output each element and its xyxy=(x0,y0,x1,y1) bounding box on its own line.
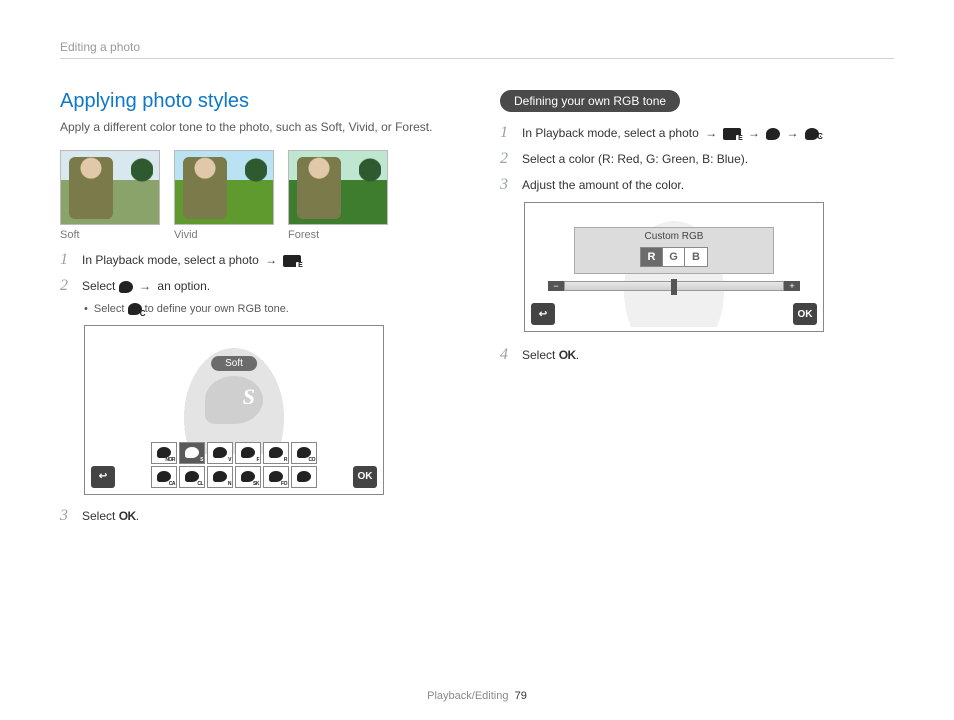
sample-caption: Forest xyxy=(288,229,388,241)
back-button[interactable]: ↩ xyxy=(91,466,115,488)
minus-button[interactable]: − xyxy=(548,281,564,291)
arrow-icon: → xyxy=(265,253,277,267)
edit-menu-icon xyxy=(723,128,741,140)
slider-thumb[interactable] xyxy=(671,279,677,295)
slider-track[interactable] xyxy=(564,281,784,291)
rgb-panel-title: Custom RGB xyxy=(575,228,773,245)
step-text: Select xyxy=(82,279,115,293)
step-3: 3 Select OK. xyxy=(60,507,450,525)
style-tile[interactable]: SK xyxy=(235,466,261,488)
tree-icon xyxy=(131,155,153,185)
rgb-tab-b[interactable]: B xyxy=(685,248,707,266)
step-text: . xyxy=(576,348,579,362)
step-text: . xyxy=(136,509,139,523)
left-column: Applying photo styles Apply a different … xyxy=(60,40,450,533)
ok-button[interactable]: OK xyxy=(793,303,817,325)
ok-label: OK xyxy=(119,509,136,523)
step-2: 2 Select → an option. xyxy=(60,277,450,295)
rgb-tab-r[interactable]: R xyxy=(641,248,663,266)
sample-caption: Vivid xyxy=(174,229,274,241)
style-tile[interactable]: FO xyxy=(263,466,289,488)
ok-button[interactable]: OK xyxy=(353,466,377,488)
style-tile[interactable]: NOR xyxy=(151,442,177,464)
palette-custom-icon xyxy=(128,303,142,315)
step-2: 2 Select a color (R: Red, G: Green, B: B… xyxy=(500,150,890,168)
style-tile[interactable] xyxy=(291,466,317,488)
step-2-sub: Select to define your own RGB tone. xyxy=(84,303,450,315)
rgb-mock-screen: Custom RGB RGB − + ↩ OK xyxy=(524,202,824,332)
big-palette-icon: S xyxy=(205,376,263,424)
style-tile[interactable]: R xyxy=(263,442,289,464)
sample-vivid: Vivid xyxy=(174,150,274,241)
rgb-panel: Custom RGB RGB xyxy=(574,227,774,274)
right-column: Defining your own RGB tone 1 In Playback… xyxy=(500,40,890,533)
section-lead: Apply a different color tone to the phot… xyxy=(60,119,450,136)
rgb-slider[interactable]: − + xyxy=(564,281,784,291)
page-footer: Playback/Editing 79 xyxy=(0,690,954,702)
step-number: 4 xyxy=(500,346,514,364)
step-text: Select a color (R: Red, G: Green, B: Blu… xyxy=(522,150,890,168)
step-number: 3 xyxy=(60,507,74,525)
step-number: 1 xyxy=(60,251,74,269)
style-tile[interactable]: S xyxy=(179,442,205,464)
step-text: In Playback mode, select a photo xyxy=(522,126,699,140)
sample-soft: Soft xyxy=(60,150,160,241)
step-1: 1 In Playback mode, select a photo → . xyxy=(60,251,450,269)
back-button[interactable]: ↩ xyxy=(531,303,555,325)
footer-page-number: 79 xyxy=(515,690,527,702)
step-3: 3 Adjust the amount of the color. xyxy=(500,176,890,194)
step-text: Adjust the amount of the color. xyxy=(522,176,890,194)
step-number: 3 xyxy=(500,176,514,194)
step-text: to define your own RGB tone. xyxy=(145,303,289,315)
step-text: Select xyxy=(94,303,125,315)
arrow-icon: → xyxy=(139,279,151,293)
sample-caption: Soft xyxy=(60,229,160,241)
palette-letter: S xyxy=(243,384,255,410)
style-tile[interactable]: CA xyxy=(151,466,177,488)
step-4: 4 Select OK. xyxy=(500,346,890,364)
step-1: 1 In Playback mode, select a photo → → →… xyxy=(500,124,890,142)
rgb-tabs: RGB xyxy=(640,247,708,267)
style-tile[interactable]: F xyxy=(235,442,261,464)
breadcrumb: Editing a photo xyxy=(60,40,894,59)
palette-icon xyxy=(766,128,780,140)
edit-menu-icon xyxy=(283,255,301,267)
footer-section: Playback/Editing xyxy=(427,690,508,702)
arrow-icon: → xyxy=(705,126,717,140)
ok-label: OK xyxy=(559,348,576,362)
person-icon xyxy=(69,157,113,219)
style-tile[interactable]: N xyxy=(207,466,233,488)
step-text: Select xyxy=(522,348,555,362)
style-tile[interactable]: CL xyxy=(179,466,205,488)
step-number: 2 xyxy=(500,150,514,168)
palette-custom-icon xyxy=(805,128,819,140)
page: Applying photo styles Apply a different … xyxy=(0,0,954,553)
section-title: Applying photo styles xyxy=(60,90,450,113)
style-mock-screen: Soft S NORSVFRCO CACLNSKFO ↩ OK xyxy=(84,325,384,495)
subsection-pill: Defining your own RGB tone xyxy=(500,90,680,112)
mock-style-label: Soft xyxy=(211,356,257,371)
palette-icon xyxy=(119,281,133,293)
step-text: In Playback mode, select a photo xyxy=(82,253,259,267)
sample-forest: Forest xyxy=(288,150,388,241)
arrow-icon: → xyxy=(787,126,799,140)
step-number: 1 xyxy=(500,124,514,142)
step-text: an option. xyxy=(157,279,210,293)
rgb-tab-g[interactable]: G xyxy=(663,248,685,266)
style-samples: Soft Vivid Forest xyxy=(60,150,450,241)
left-steps: 1 In Playback mode, select a photo → . 2… xyxy=(60,251,450,525)
style-tile[interactable]: CO xyxy=(291,442,317,464)
step-text: Select xyxy=(82,509,115,523)
step-number: 2 xyxy=(60,277,74,295)
plus-button[interactable]: + xyxy=(784,281,800,291)
arrow-icon: → xyxy=(748,126,760,140)
style-tile[interactable]: V xyxy=(207,442,233,464)
style-tiles: NORSVFRCO CACLNSKFO xyxy=(91,440,377,488)
